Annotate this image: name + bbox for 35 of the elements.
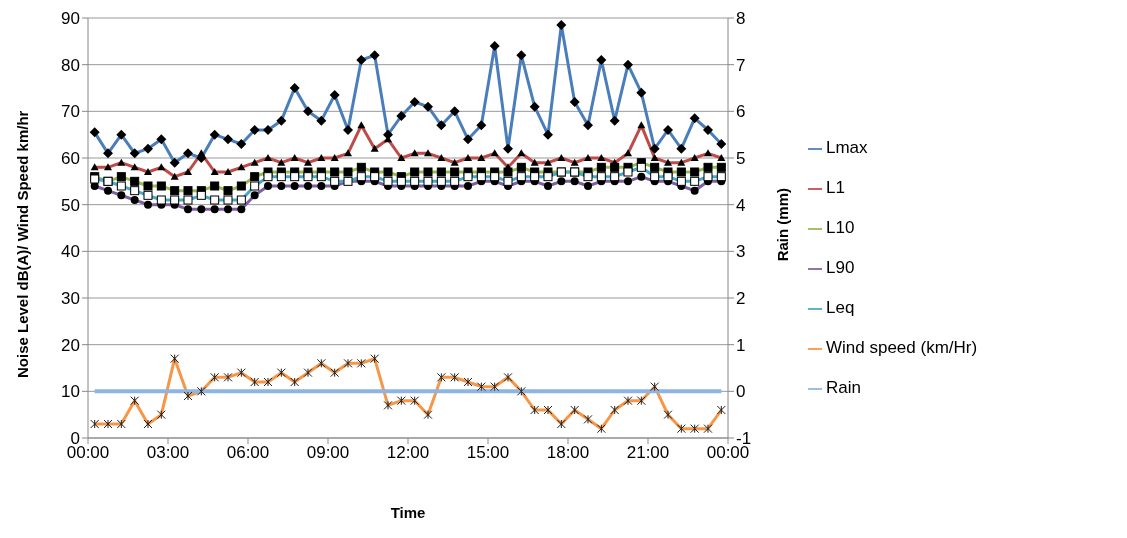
y2-tick-label: 4 xyxy=(736,195,746,215)
legend-label: Wind speed (km/Hr) xyxy=(826,338,978,357)
y2-tick-label: 3 xyxy=(736,242,746,262)
y2-tick-label: 8 xyxy=(736,9,746,29)
x-tick-label: 15:00 xyxy=(466,443,510,463)
y-tick-label: 70 xyxy=(61,102,80,122)
y-tick-label: 50 xyxy=(61,195,80,215)
legend-label: L1 xyxy=(826,178,845,197)
y2-tick-label: 7 xyxy=(736,55,746,75)
y-tick-label: 10 xyxy=(61,382,80,402)
x-tick-label: 12:00 xyxy=(386,443,430,463)
y-tick-label: 90 xyxy=(61,9,80,29)
y-tick-label: 40 xyxy=(61,242,80,262)
legend-label: Rain xyxy=(826,378,861,397)
y2-tick-label: 1 xyxy=(736,335,746,355)
x-tick-label: 03:00 xyxy=(146,443,190,463)
y-axis-title: Noise Level dB(A)/ Wind Speed km/hr xyxy=(14,110,32,378)
y2-tick-label: 0 xyxy=(736,382,746,402)
y2-tick-label: 6 xyxy=(736,102,746,122)
legend-label: Lmax xyxy=(826,138,868,157)
x-tick-label: 06:00 xyxy=(226,443,270,463)
x-axis-title: Time xyxy=(390,504,426,521)
y-tick-label: 30 xyxy=(61,289,80,309)
x-tick-label: 09:00 xyxy=(306,443,350,463)
legend-label: Leq xyxy=(826,298,855,317)
y2-tick-label: 2 xyxy=(736,289,746,309)
y2-axis-title: Rain (mm) xyxy=(774,188,792,262)
y-tick-label: 80 xyxy=(61,55,80,75)
legend-label: L90 xyxy=(826,258,855,277)
y-tick-label: 20 xyxy=(61,335,80,355)
y-tick-label: 60 xyxy=(61,149,80,169)
y2-tick-label: 5 xyxy=(736,149,746,169)
x-tick-label: 21:00 xyxy=(626,443,670,463)
x-tick-label: 18:00 xyxy=(546,443,590,463)
legend-label: L10 xyxy=(826,218,855,237)
